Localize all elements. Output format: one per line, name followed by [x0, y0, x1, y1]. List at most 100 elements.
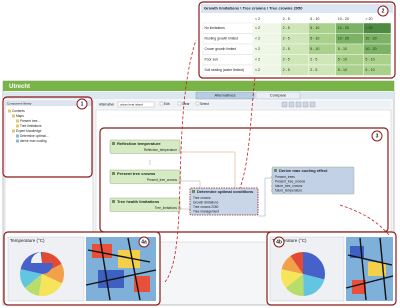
dropdown-value[interactable]: urban heat island	[120, 102, 143, 106]
node[interactable]	[109, 139, 181, 154]
cell-text: 5 - 10	[310, 26, 319, 30]
inset: Temperature (°C)	[3, 231, 161, 306]
port[interactable]	[270, 175, 274, 179]
port-label: future_temperature	[275, 188, 302, 192]
tab-label[interactable]: Alternatives	[215, 93, 236, 98]
cell-text: 2 - 5	[310, 58, 317, 62]
cell-text: 5 - 10	[310, 37, 319, 41]
port[interactable]	[270, 189, 274, 192]
inset-title: Temperature (°C)	[10, 238, 45, 243]
inset-title: Temperature (°C)	[272, 238, 307, 243]
tree-icon	[12, 129, 15, 133]
dropdown[interactable]	[117, 101, 155, 108]
button[interactable]	[159, 101, 164, 106]
port[interactable]	[188, 196, 192, 200]
node-handle	[112, 172, 115, 175]
title-bar	[3, 81, 394, 91]
callout-badge	[76, 98, 88, 110]
row-label: Soil sealing (water limited)	[205, 68, 245, 72]
column-header: 2 - 5	[283, 17, 290, 21]
button-label[interactable]: Select	[200, 102, 209, 106]
tree-item[interactable]: derive max cooling	[20, 139, 47, 143]
cell-text: 10 - 20	[365, 37, 376, 41]
port-label: Growth limitations	[193, 200, 219, 204]
tree-icon	[16, 134, 19, 138]
cell-text: > 20	[365, 26, 372, 30]
cell-text: 2 - 5	[283, 68, 290, 72]
tree-icon	[16, 139, 19, 143]
tree-icon	[16, 124, 19, 128]
tree-item[interactable]: Maps	[16, 114, 24, 118]
column-header: < 2	[255, 17, 260, 21]
callout-badges: 1 2 3 4a 4b	[76, 5, 389, 248]
button[interactable]	[195, 101, 200, 106]
port[interactable]	[270, 184, 274, 188]
port[interactable]	[188, 210, 192, 213]
table-header	[201, 4, 393, 13]
row-label: Crown growth limited	[205, 47, 237, 51]
toolbar-label: Alternative	[99, 102, 114, 106]
port[interactable]	[178, 148, 182, 152]
tree-icon	[12, 114, 15, 118]
node-title[interactable]: Reflection temperature	[117, 141, 161, 146]
cell-text: 5 - 10	[338, 58, 347, 62]
tree-item[interactable]: Present tree...	[20, 119, 40, 123]
tab[interactable]	[195, 91, 255, 100]
tree-item[interactable]: Expert knowledge	[16, 129, 42, 133]
column-header: 5 - 10	[310, 17, 319, 21]
cell-text: 5 - 10	[338, 47, 347, 51]
callout-badge	[273, 236, 285, 248]
callout-badge	[138, 236, 150, 248]
inset: Temperature (°C)	[266, 231, 397, 306]
tree-item[interactable]: Tree limitations	[20, 124, 42, 128]
node-handle	[192, 190, 195, 193]
row-label: No limitations	[205, 26, 226, 30]
callout-frame	[99, 127, 389, 233]
toolbar-buttons: Edit Clear Select	[159, 101, 209, 106]
node-title[interactable]: Derive max cooling effect	[279, 168, 328, 173]
port-label: future_tree_crowns	[275, 184, 303, 188]
window-title: Utrecht	[9, 84, 30, 90]
column-header: 10 - 20	[338, 17, 349, 21]
node-title[interactable]: Determine optimal conditions	[197, 189, 254, 194]
port-label: Tree crowns 2050	[193, 205, 219, 209]
button[interactable]	[177, 101, 182, 106]
node-title[interactable]: Tree health limitations	[117, 199, 160, 204]
node-title[interactable]: Present tree crowns	[117, 171, 156, 176]
cell-text: < 2	[255, 37, 260, 41]
port[interactable]	[270, 180, 274, 183]
cell-text: < 2	[255, 47, 260, 51]
callout-number: 4b	[276, 240, 282, 246]
cell-text: 10 - 20	[338, 37, 349, 41]
toolbar	[96, 101, 391, 108]
cell-text: 5 - 10	[338, 68, 347, 72]
tree-item[interactable]: Contents	[12, 109, 25, 113]
port-label: Reflection_temperature	[144, 148, 177, 152]
port-label: Present_tree_crowns	[147, 178, 178, 182]
port[interactable]	[178, 178, 182, 182]
cell-text: 5 - 10	[310, 47, 319, 51]
arrows	[164, 39, 391, 283]
button-label[interactable]: Edit	[164, 102, 170, 106]
port[interactable]	[188, 205, 192, 209]
library-header	[5, 101, 93, 106]
cell-text: 2 - 5	[283, 37, 290, 41]
tab[interactable]	[255, 91, 301, 100]
cell-text: 5 - 10	[365, 68, 374, 72]
tree-item[interactable]: Determine optimal...	[20, 134, 49, 138]
port-label: Tree_limitations	[155, 206, 178, 210]
cell-text: 10 - 20	[365, 47, 376, 51]
tab-label[interactable]: Compare	[270, 93, 287, 98]
table: < 2 2 - 5 5 - 10 10 - 20 > 20 No limitations <…	[202, 17, 392, 76]
node[interactable]	[109, 197, 181, 212]
tree-icon	[16, 119, 19, 123]
button-label[interactable]: Clear	[182, 102, 191, 106]
cell-text: 5 - 10	[365, 58, 374, 62]
cell-text: < 2	[255, 58, 260, 62]
callout-number: 3	[376, 134, 379, 140]
port-label: Present_tree_crowns	[275, 179, 306, 183]
node-handle	[274, 169, 277, 172]
port[interactable]	[188, 201, 192, 204]
